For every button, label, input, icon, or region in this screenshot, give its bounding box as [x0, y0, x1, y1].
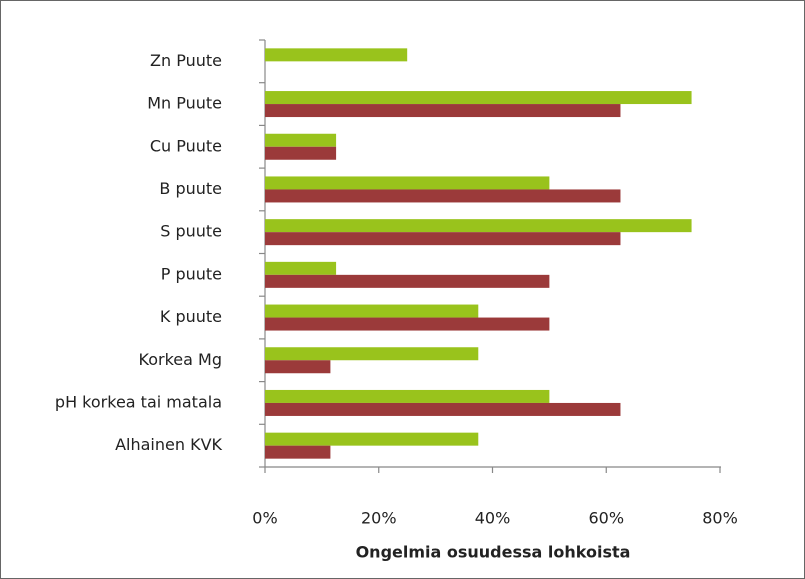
bar	[265, 219, 692, 233]
bar	[265, 261, 337, 275]
x-axis-title: Ongelmia osuudessa lohkoista	[356, 543, 631, 562]
y-tick-label: Mn Puute	[147, 94, 222, 113]
bar	[265, 104, 621, 118]
y-tick-label: pH korkea tai matala	[55, 392, 222, 411]
y-tick-label: B puute	[159, 179, 222, 198]
bar	[265, 445, 331, 459]
bar	[265, 176, 550, 190]
x-tick-label: 0%	[252, 509, 277, 528]
bar	[265, 402, 621, 416]
bar	[265, 189, 621, 203]
y-tick-label: K puute	[160, 307, 222, 326]
x-tick-label: 20%	[361, 509, 397, 528]
bar	[265, 389, 550, 403]
bar	[265, 347, 479, 361]
x-tick-label: 80%	[702, 509, 738, 528]
x-tick-label: 60%	[588, 509, 624, 528]
y-tick-label: P puute	[161, 264, 222, 283]
bar	[265, 133, 337, 147]
y-tick-label: Alhainen KVK	[115, 435, 222, 454]
y-tick-label: Zn Puute	[150, 51, 222, 70]
bar	[265, 432, 479, 446]
y-tick-label: Cu Puute	[150, 136, 222, 155]
bar	[265, 48, 408, 62]
bar	[265, 232, 621, 246]
x-tick-label: 40%	[475, 509, 511, 528]
bar	[265, 317, 550, 331]
y-tick-label: Korkea Mg	[139, 350, 222, 369]
bar	[265, 274, 550, 288]
bar	[265, 91, 692, 105]
y-tick-label: S puute	[160, 222, 222, 241]
bar	[265, 146, 337, 160]
bar	[265, 360, 331, 374]
bar	[265, 304, 479, 318]
